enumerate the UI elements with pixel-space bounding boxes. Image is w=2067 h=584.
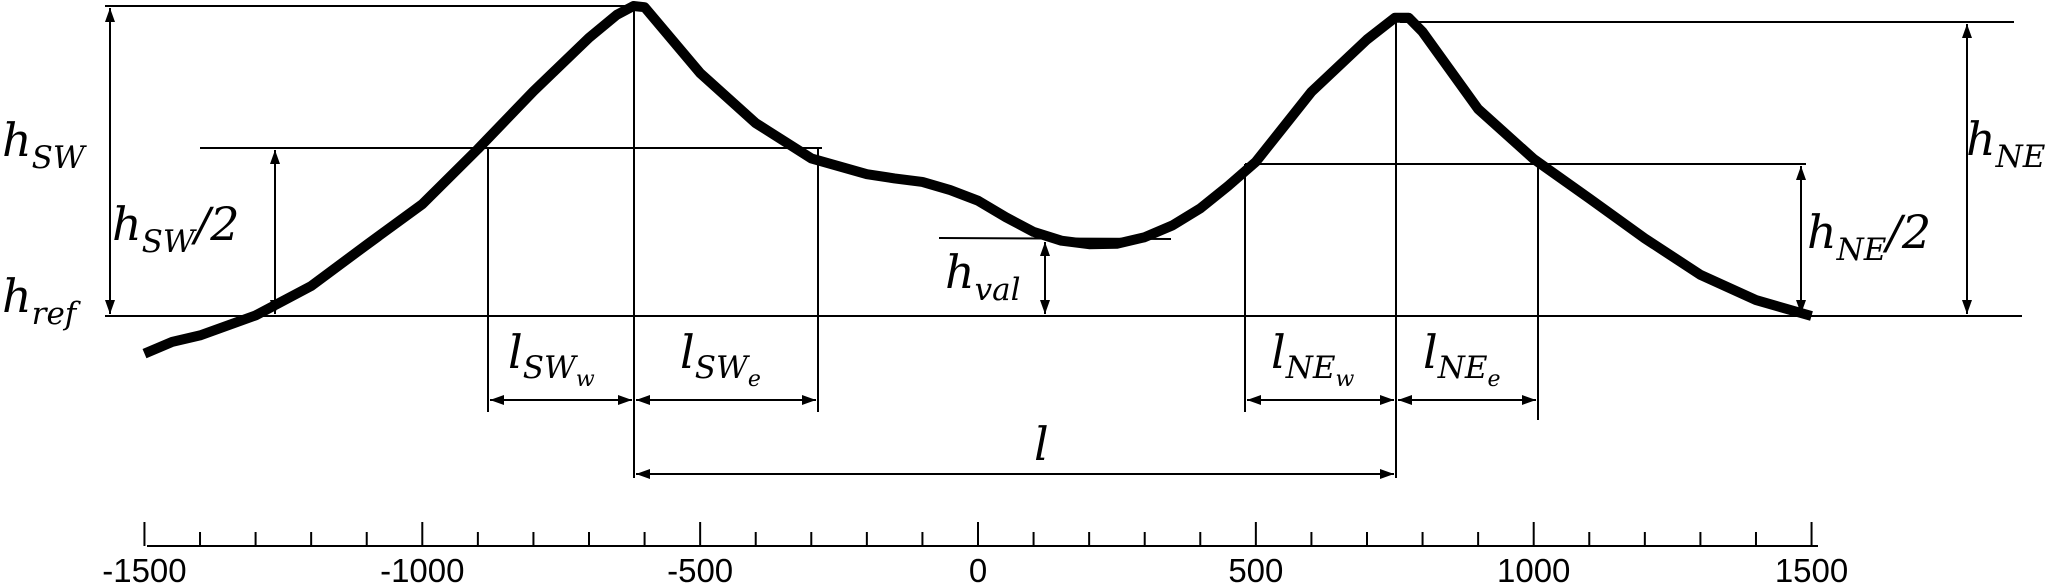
dimension-arrows bbox=[105, 8, 1972, 479]
hne-arrow-head-bottom bbox=[1962, 300, 1972, 314]
axis-tick-label: -1500 bbox=[102, 552, 186, 584]
axis-tick-label: 1500 bbox=[1775, 552, 1848, 584]
axis-tick-label: 1000 bbox=[1497, 552, 1570, 584]
label-hsw: hSW bbox=[2, 113, 87, 176]
l-arrow-head-right bbox=[1380, 469, 1394, 479]
l-arrow-head-left bbox=[636, 469, 650, 479]
hval-arrow-head-top bbox=[1040, 242, 1050, 256]
label-l: l bbox=[1034, 417, 1049, 471]
label-hne: hNE bbox=[1966, 112, 2046, 175]
lnee-arrow-head-left bbox=[1398, 395, 1412, 405]
label-hsw-half: hSW/2 bbox=[112, 197, 240, 260]
hne-arrow-head-top bbox=[1962, 24, 1972, 38]
hne-half-arrow-head-bottom bbox=[1796, 300, 1806, 314]
profile-curve bbox=[142, 1, 1813, 359]
axis-tick-label: 500 bbox=[1228, 552, 1283, 584]
label-lsww: lSWw bbox=[508, 325, 595, 392]
label-href: href bbox=[2, 269, 82, 332]
lswe-arrow-head-right bbox=[802, 395, 816, 405]
axis-tick-label: -500 bbox=[667, 552, 733, 584]
lnew-arrow-head-left bbox=[1247, 395, 1261, 405]
hne-half-arrow-head-top bbox=[1796, 166, 1806, 180]
lsww-arrow-head-left bbox=[490, 395, 504, 405]
distance-axis: -1500 -1000 -500 0 500 1000 1500 bbox=[102, 522, 1848, 584]
label-lnee: lNEe bbox=[1423, 325, 1501, 392]
label-lnew: lNEw bbox=[1271, 325, 1354, 392]
hsw-arrow-head-bottom bbox=[105, 300, 115, 314]
label-lswe: lSWe bbox=[680, 325, 761, 392]
hsw-arrow-head-top bbox=[105, 8, 115, 22]
hsw-half-arrow-head-top bbox=[270, 150, 280, 164]
lnee-arrow-head-right bbox=[1522, 395, 1536, 405]
lnew-arrow-head-right bbox=[1380, 395, 1394, 405]
axis-tick-label: 0 bbox=[969, 552, 987, 584]
axis-tick-label: -1000 bbox=[380, 552, 464, 584]
lsww-arrow-head-right bbox=[618, 395, 632, 405]
label-hval: hval bbox=[945, 245, 1021, 308]
hval-arrow-head-bottom bbox=[1040, 300, 1050, 314]
lswe-arrow-head-left bbox=[636, 395, 650, 405]
label-hne-half: hNE/2 bbox=[1807, 205, 1931, 268]
